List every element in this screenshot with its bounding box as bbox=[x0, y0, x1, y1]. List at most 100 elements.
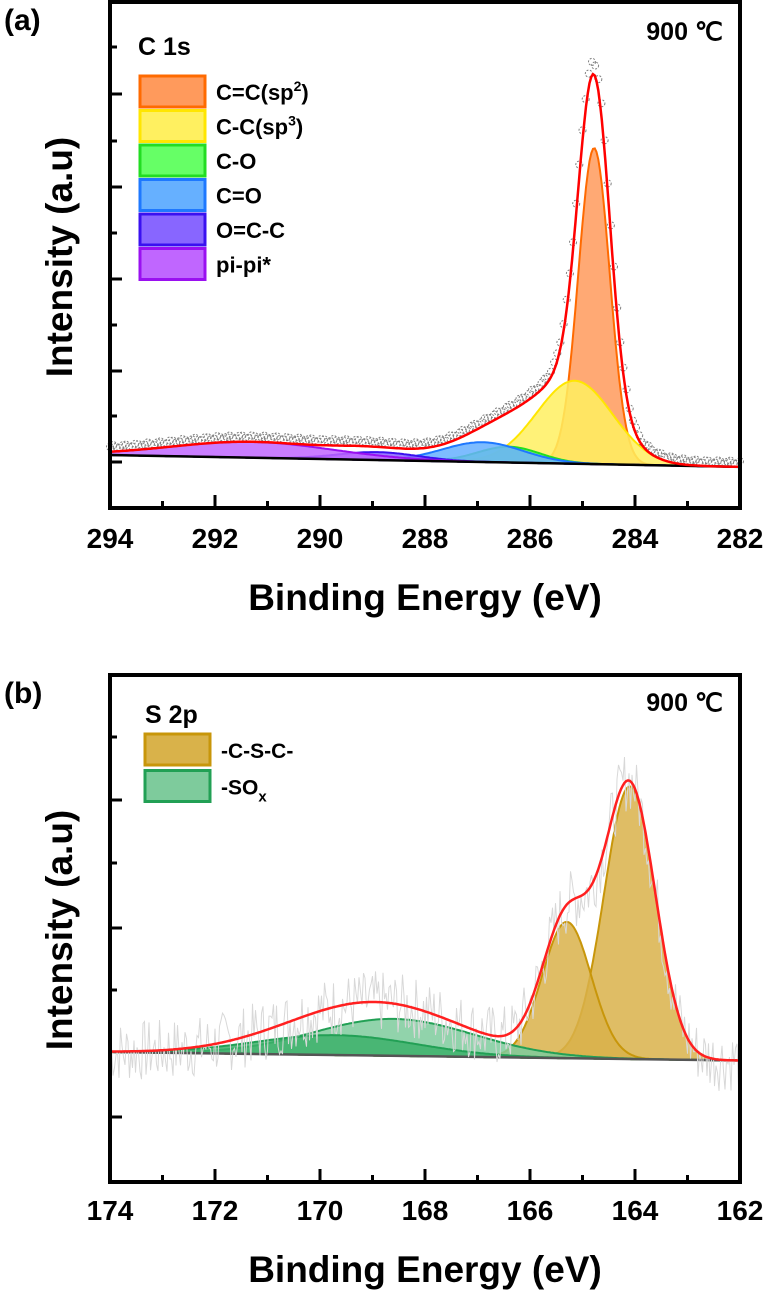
raw-data-point bbox=[515, 394, 524, 403]
fit-envelope bbox=[110, 779, 740, 1062]
raw-data-point bbox=[131, 439, 140, 448]
raw-data-point bbox=[402, 439, 411, 448]
raw-data-point bbox=[269, 432, 278, 441]
x-tick-label: 294 bbox=[87, 523, 134, 554]
raw-data-point bbox=[525, 389, 533, 398]
raw-data-point bbox=[493, 407, 502, 416]
raw-data-point bbox=[518, 393, 527, 402]
raw-data-point bbox=[484, 413, 492, 422]
raw-data-point bbox=[238, 431, 247, 440]
raw-data-point bbox=[191, 433, 200, 442]
raw-data-point bbox=[320, 435, 329, 444]
panel-b: (b) 174 172 170 168 166 164 162 S 2p 900 ℃ -C-… bbox=[4, 673, 764, 1290]
raw-data-point bbox=[121, 440, 130, 449]
raw-data-point bbox=[169, 436, 177, 445]
legend-label: O=C-C bbox=[216, 218, 285, 243]
raw-data-point bbox=[531, 385, 540, 394]
raw-data-point bbox=[688, 456, 697, 465]
raw-data-line bbox=[109, 756, 741, 1091]
raw-data-point bbox=[235, 431, 244, 440]
raw-data-point bbox=[367, 437, 376, 446]
panel-a-label: (a) bbox=[4, 4, 41, 37]
x-tick-label: 288 bbox=[402, 523, 449, 554]
legend-swatch bbox=[138, 178, 207, 212]
x-tick-label: 170 bbox=[297, 1195, 344, 1226]
legend-swatch bbox=[138, 109, 207, 143]
x-tick-label: 168 bbox=[402, 1195, 449, 1226]
x-tick-label: 174 bbox=[87, 1195, 134, 1226]
raw-data-point bbox=[260, 431, 269, 440]
raw-data-point bbox=[342, 435, 351, 444]
raw-data-point bbox=[187, 435, 196, 444]
raw-data-point bbox=[669, 453, 678, 462]
panel-b-label: (b) bbox=[4, 677, 42, 710]
panel-b-temperature: 900 ℃ bbox=[646, 689, 723, 717]
panel-a-temperature: 900 ℃ bbox=[646, 18, 723, 46]
panel-a-y-axis-label: Intensity (a.u) bbox=[39, 137, 80, 378]
raw-data-point bbox=[295, 433, 303, 442]
legend-label: pi-pi* bbox=[216, 253, 271, 278]
x-tick-label: 286 bbox=[507, 523, 554, 554]
legend-label: C=O bbox=[216, 184, 262, 209]
panel-b-y-axis-label: Intensity (a.u) bbox=[39, 810, 80, 1051]
panel-b-x-axis-label: Binding Energy (eV) bbox=[248, 1249, 602, 1290]
raw-data-point bbox=[490, 410, 499, 419]
raw-data-point bbox=[339, 436, 348, 445]
raw-data-point bbox=[458, 425, 467, 434]
x-tick-label: 162 bbox=[717, 1195, 764, 1226]
x-tick-label: 284 bbox=[612, 523, 659, 554]
raw-data-point bbox=[421, 438, 429, 447]
panel-b-y-ticks bbox=[110, 735, 122, 1119]
raw-data-point bbox=[704, 456, 713, 465]
legend-label: -C-S-C- bbox=[221, 740, 293, 763]
raw-data-point bbox=[304, 435, 313, 444]
raw-data-point bbox=[247, 431, 256, 440]
fit-envelope bbox=[109, 72, 740, 469]
x-tick-label: 282 bbox=[717, 523, 764, 554]
raw-data-point bbox=[398, 438, 407, 447]
legend-swatch bbox=[143, 769, 212, 803]
raw-data-point bbox=[250, 432, 259, 441]
legend-label: -SOx bbox=[221, 777, 267, 806]
raw-data-point bbox=[373, 438, 382, 446]
raw-data-point bbox=[726, 456, 735, 465]
legend-swatch bbox=[138, 143, 207, 178]
raw-data-point bbox=[480, 414, 489, 423]
panel-b-x-ticks: 174 172 170 168 166 164 162 bbox=[87, 1169, 764, 1226]
panel-a-x-ticks: 294 292 290 288 286 284 282 bbox=[87, 495, 764, 554]
raw-data-point bbox=[351, 436, 360, 444]
raw-data-point bbox=[282, 433, 291, 442]
raw-data-point bbox=[134, 440, 143, 449]
raw-data-point bbox=[449, 431, 458, 440]
legend-label: C=C(sp2) bbox=[216, 78, 309, 105]
panel-a-y-ticks bbox=[110, 45, 122, 464]
raw-data-point bbox=[537, 378, 546, 387]
raw-data-point bbox=[446, 431, 455, 440]
legend-label: C-C(sp3) bbox=[216, 113, 303, 140]
raw-data-point bbox=[679, 454, 688, 463]
raw-data-point bbox=[222, 433, 231, 441]
legend-swatch bbox=[138, 74, 207, 109]
raw-data-point bbox=[701, 456, 710, 465]
x-tick-label: 290 bbox=[297, 523, 344, 554]
legend-swatch bbox=[143, 732, 212, 767]
raw-data-point bbox=[317, 435, 325, 444]
panel-b-plot-area bbox=[109, 756, 741, 1091]
raw-data-point bbox=[156, 437, 165, 446]
panel-a-x-axis-label: Binding Energy (eV) bbox=[248, 577, 602, 618]
raw-data-point bbox=[273, 432, 281, 441]
legend-label: C-O bbox=[216, 149, 256, 174]
raw-data-point bbox=[376, 436, 385, 445]
panel-a-title: C 1s bbox=[138, 33, 191, 61]
x-tick-label: 166 bbox=[507, 1195, 554, 1226]
raw-data-point bbox=[354, 435, 363, 444]
legend-swatch bbox=[138, 212, 207, 247]
raw-data-point bbox=[386, 438, 395, 447]
background-line bbox=[109, 453, 741, 469]
raw-data-point bbox=[591, 61, 600, 70]
panel-a: (a) 294 292 290 288 286 284 282 C 1s 900 ℃ C=C… bbox=[4, 0, 764, 618]
raw-data-point bbox=[153, 438, 162, 447]
x-tick-label: 164 bbox=[612, 1195, 659, 1226]
panel-b-legend: -C-S-C- -SOx bbox=[143, 732, 293, 806]
